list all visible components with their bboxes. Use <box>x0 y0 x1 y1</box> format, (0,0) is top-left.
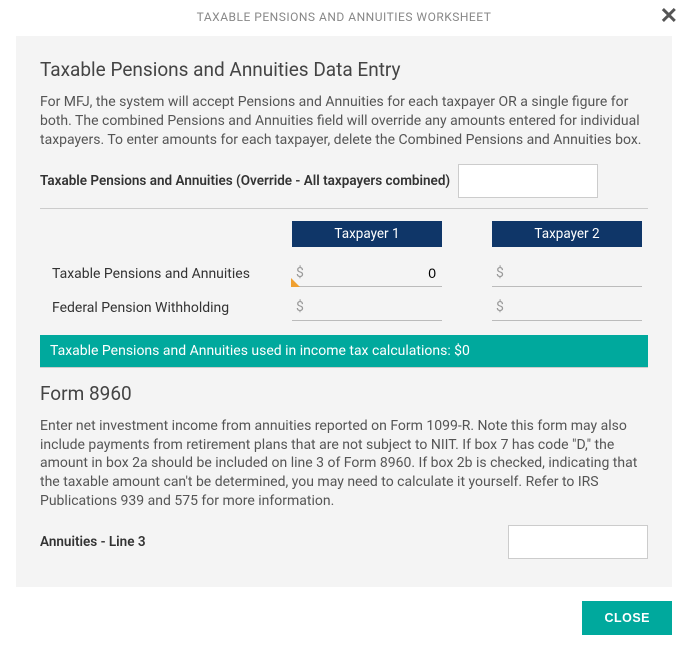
spacer <box>40 221 292 247</box>
worksheet-panel: Taxable Pensions and Annuities Data Entr… <box>16 36 672 587</box>
section1-desc: For MFJ, the system will accept Pensions… <box>40 93 648 150</box>
calculation-bar: Taxable Pensions and Annuities used in i… <box>40 335 648 367</box>
line3-input[interactable] <box>508 525 648 559</box>
section2-desc: Enter net investment income from annuiti… <box>40 417 648 511</box>
tp2-pensions-input[interactable] <box>508 265 642 281</box>
dollar-icon: $ <box>292 299 308 315</box>
edit-marker-icon <box>291 278 300 287</box>
override-row: Taxable Pensions and Annuities (Override… <box>40 164 648 198</box>
tp2-withholding-cell: $ <box>492 295 642 321</box>
line3-row: Annuities - Line 3 <box>40 525 648 559</box>
tp1-withholding-cell: $ <box>292 295 442 321</box>
footer-bar: CLOSE <box>0 587 688 645</box>
modal-header: TAXABLE PENSIONS AND ANNUITIES WORKSHEET… <box>0 0 688 28</box>
tp1-pensions-cell: $ <box>292 261 442 287</box>
divider <box>40 208 648 209</box>
section1-title: Taxable Pensions and Annuities Data Entr… <box>40 58 648 81</box>
tp2-pensions-cell: $ <box>492 261 642 287</box>
close-button[interactable]: CLOSE <box>582 601 672 635</box>
tp1-pensions-input[interactable] <box>308 265 442 281</box>
divider <box>40 367 648 368</box>
tp2-withholding-input[interactable] <box>508 299 642 315</box>
taxpayer-header-row: Taxpayer 1 Taxpayer 2 <box>40 221 648 247</box>
section2-title: Form 8960 <box>40 382 648 405</box>
line3-label: Annuities - Line 3 <box>40 534 146 550</box>
tp2-header: Taxpayer 2 <box>492 221 642 247</box>
modal-title: TAXABLE PENSIONS AND ANNUITIES WORKSHEET <box>0 10 688 24</box>
grid-row-withholding: Federal Pension Withholding $ $ <box>40 291 648 325</box>
grid-row-pensions: Taxable Pensions and Annuities $ $ <box>40 257 648 291</box>
override-label: Taxable Pensions and Annuities (Override… <box>40 173 450 189</box>
dollar-icon: $ <box>492 265 508 281</box>
row-label: Federal Pension Withholding <box>40 300 292 316</box>
tp1-header: Taxpayer 1 <box>292 221 442 247</box>
tp1-withholding-input[interactable] <box>308 299 442 315</box>
close-icon[interactable]: ✕ <box>660 6 678 28</box>
dollar-icon: $ <box>492 299 508 315</box>
row-label: Taxable Pensions and Annuities <box>40 266 292 282</box>
override-input[interactable] <box>458 164 598 198</box>
